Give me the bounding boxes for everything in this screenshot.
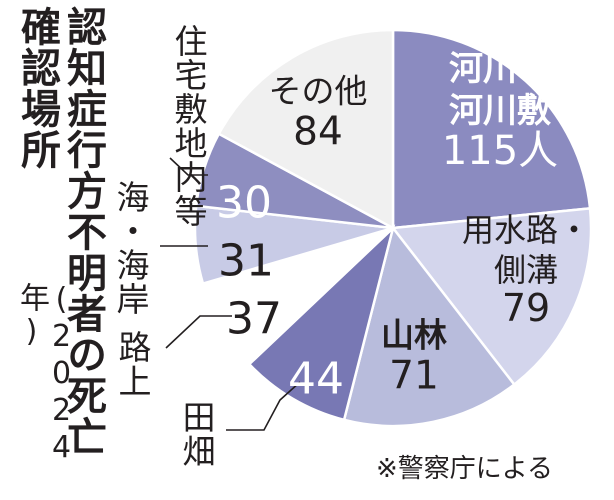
leader-line <box>169 157 208 176</box>
pie-slice <box>390 207 593 387</box>
pie-slice <box>391 28 592 230</box>
pie-slice <box>247 224 396 422</box>
label-field: 田畑 <box>177 400 216 468</box>
label-road: 路上 <box>113 330 152 398</box>
label-residence: 住宅敷地内等 <box>169 24 208 228</box>
slice-category-label: 河川敷 <box>449 91 551 131</box>
slice-value-label: 44 <box>288 353 344 404</box>
slice-value-label: 79 <box>502 286 550 330</box>
pie-slices <box>193 28 593 428</box>
leader-line <box>226 381 301 431</box>
slice-value-label: 31 <box>218 235 274 286</box>
slice-category-label: その他 <box>269 72 368 111</box>
leader-lines <box>160 157 301 431</box>
slice-category-label: 山林 <box>381 316 447 355</box>
slice-value-label: 71 <box>389 354 439 399</box>
leader-line <box>165 315 232 349</box>
chart-subtitle: (2024年) <box>14 282 79 467</box>
pie-slice <box>217 28 395 231</box>
source-note: ※警察庁による <box>376 454 554 484</box>
slice-category-label: 用水路・ <box>462 211 590 249</box>
slice-value-label: 115人 <box>442 128 558 174</box>
chart-title: 認知症行方不明者の死亡確認場所 <box>14 6 106 457</box>
slice-category-label: 側溝 <box>494 251 558 289</box>
slice-value-label: 84 <box>293 110 343 155</box>
label-sea: 海・海岸 <box>111 180 150 316</box>
slice-value-label: 37 <box>226 293 282 344</box>
slice-value-label: 30 <box>216 177 272 228</box>
pie-slice <box>342 225 516 428</box>
slice-category-label: 河川・ <box>449 49 551 89</box>
